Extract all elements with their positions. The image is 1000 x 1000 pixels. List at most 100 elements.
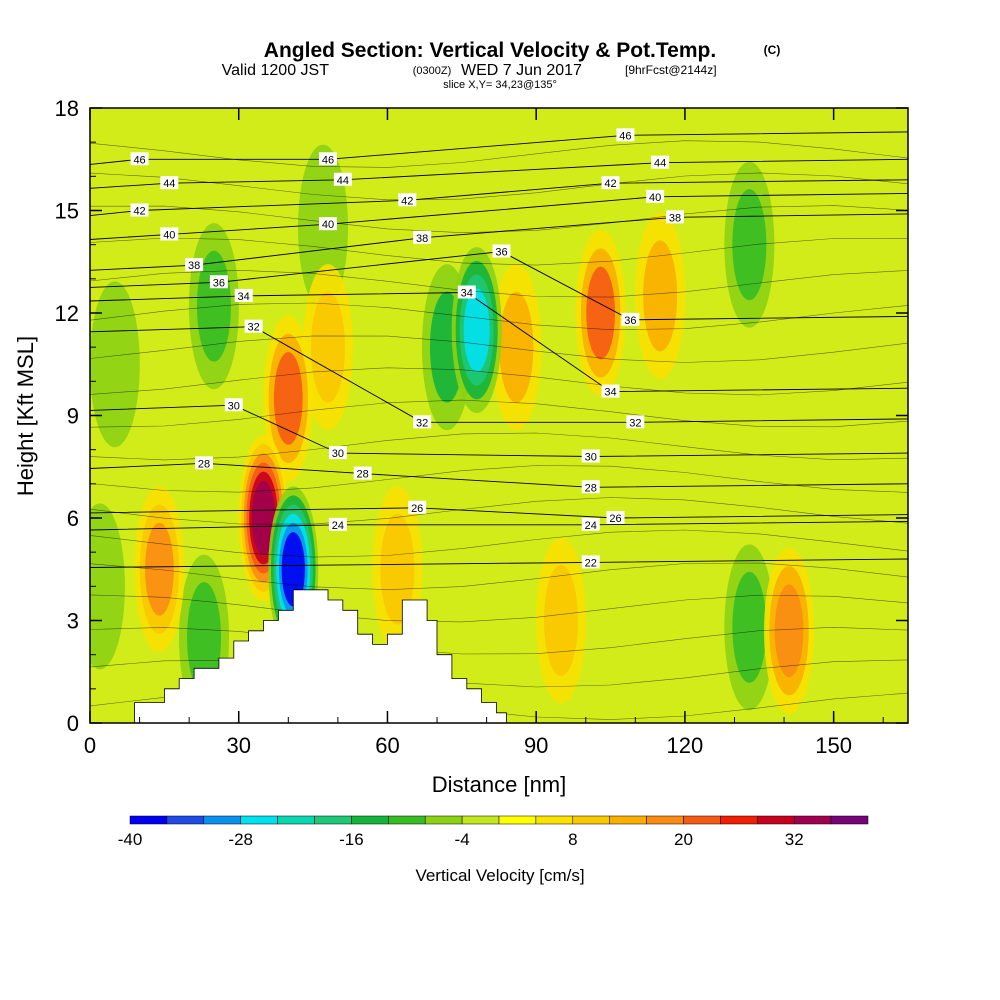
contour-label-text: 32 [247,322,259,334]
contour-label-text: 34 [238,291,250,303]
contour-label-bg [185,258,204,272]
x-axis-label: Distance [nm] [432,772,567,797]
contour-label-bg [492,244,511,258]
colorbar-tick-label: -16 [339,830,364,849]
velocity-cell [90,281,140,448]
isentrope-minor [90,269,908,298]
contour-label: 34 [234,288,253,303]
isentrope-minor [90,367,908,396]
contour-label: 40 [318,217,337,231]
contour-label: 30 [581,449,600,464]
isentrope-minor [90,432,908,461]
contour-label-text: 32 [416,417,428,429]
colorbar-swatch [757,815,795,825]
colorbar-swatch [314,815,352,825]
isentrope-24 [90,520,908,531]
isentrope-minor [90,529,908,558]
colorbar: -40 -28 -16 -4 8 20 32 [118,815,869,849]
contour-label-bg [616,128,635,142]
contour-label-text: 36 [624,315,636,327]
contour-label-text: 26 [411,503,423,515]
contour-label-text: 40 [322,219,334,231]
contour-label: 36 [621,312,640,327]
y-tick-label: 0 [67,711,79,736]
contour-label-bg [581,449,600,463]
contour-label-bg [160,176,179,190]
colorbar-swatch [609,815,647,825]
contour-label-text: 42 [401,195,413,207]
subtitle: Valid 1200 JST (0300Z) WED 7 Jun 2017 [9… [222,62,717,79]
isentrope-minor [90,335,908,363]
contour-label: 46 [318,152,337,166]
colorbar-tick-label: -4 [455,830,470,849]
velocity-cell [281,532,305,607]
contour-label-text: 46 [619,130,631,142]
contour-label-bg [244,319,263,333]
velocity-cell [774,584,804,678]
colorbar-swatch [461,815,500,825]
contour-label-text: 22 [585,557,597,569]
contour-label-bg [224,398,243,412]
velocity-cell [732,189,767,301]
velocity-cell [251,480,276,556]
contour-label-text: 24 [585,520,597,532]
contour-label-bg [621,312,640,326]
colorbar-swatch [351,815,389,825]
y-tick-label: 15 [55,199,79,224]
contour-label-bg [601,384,620,398]
contour-label-text: 34 [461,288,473,300]
x-tick-label: 120 [667,733,704,758]
contour-label-text: 30 [228,400,240,412]
contour-label: 38 [413,230,432,245]
colorbar-swatch [129,815,168,825]
contour-label: 38 [185,258,204,272]
contour-label: 42 [398,193,417,207]
contour-label: 32 [626,415,645,429]
velocity-cell [463,288,490,372]
colorbar-tick-label: 20 [674,830,693,849]
isentrope-minor [90,302,908,331]
colorbar-swatch [277,815,315,825]
contour-label: 22 [581,555,600,569]
contour-label-bg [234,288,253,302]
contour-label-bg [457,285,476,299]
colorbar-swatch [388,815,426,825]
colorbar-label: Vertical Velocity [cm/s] [415,866,584,885]
contour-label: 30 [224,398,243,412]
contour-label-text: 38 [669,212,681,224]
contour-label: 46 [616,128,635,142]
subtitle-zulu: (0300Z) [413,65,452,77]
contour-label: 40 [160,227,179,241]
contour-label: 24 [328,517,347,532]
contour-label-bg [408,500,427,514]
contour-label: 32 [413,415,432,429]
contour-label-text: 26 [609,513,621,525]
colorbar-swatch [720,815,758,825]
chart-title: Angled Section: Vertical Velocity & Pot.… [264,39,716,62]
contour-label-bg [413,415,432,429]
contour-label-bg [195,456,214,470]
contour-label-text: 28 [357,469,369,481]
contour-label: 32 [244,319,263,334]
x-tick-label: 0 [84,733,96,758]
contour-label-text: 42 [133,206,145,218]
contour-label-bg [626,415,645,429]
terrain-mask [90,589,908,723]
contour-label-text: 40 [163,229,175,241]
isentrope-minor [90,399,908,428]
contour-label-bg [601,176,620,190]
contour-label-bg [398,193,417,207]
contour-label-text: 42 [604,178,616,190]
subtitle-date: WED 7 Jun 2017 [461,62,582,79]
isentrope-26 [90,507,908,519]
y-tick-label: 6 [67,506,79,531]
contour-label-text: 28 [585,482,597,494]
velocity-cell [90,503,125,670]
slice-label: slice X,Y= 34,23@135° [443,79,557,91]
contour-label-bg [581,480,600,494]
contour-label: 44 [160,176,179,190]
isentrope-minor [90,172,908,201]
